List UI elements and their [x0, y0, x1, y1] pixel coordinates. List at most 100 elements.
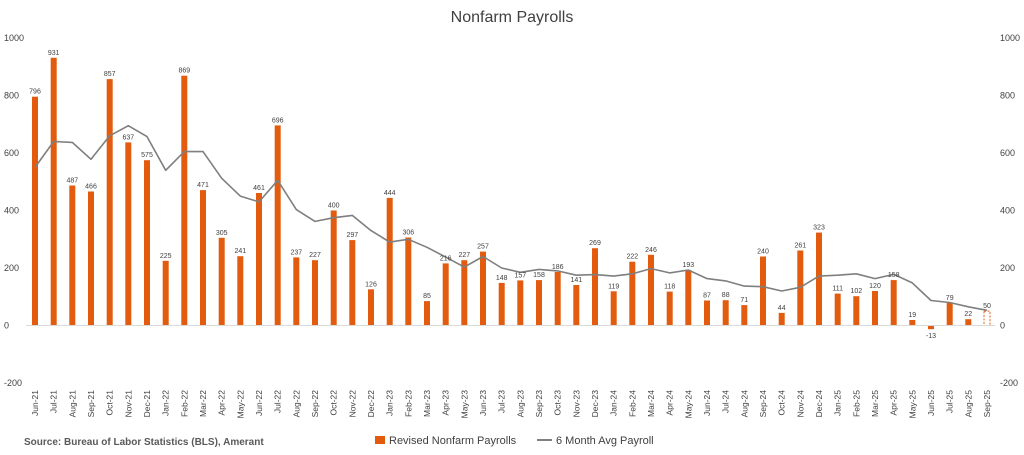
x-tick-label: Nov-21 [123, 390, 133, 418]
x-tick-label: Feb-25 [851, 390, 861, 417]
bar-Dec-22 [368, 289, 374, 326]
bar-Feb-25 [853, 296, 860, 326]
data-label: 22 [964, 311, 972, 318]
x-tick-label: Mar-23 [422, 390, 432, 417]
data-label: 148 [496, 275, 508, 282]
data-label: 444 [384, 190, 396, 197]
x-tick-label: Oct-24 [777, 390, 787, 416]
source-note: Source: Bureau of Labor Statistics (BLS)… [24, 437, 264, 448]
bar-Jul-23 [498, 282, 505, 326]
chart-title: Nonfarm Payrolls [451, 9, 574, 26]
x-tick-label: Jan-24 [609, 390, 619, 416]
x-tick-label: Apr-22 [217, 390, 227, 416]
x-tick-label: Dec-23 [590, 390, 600, 418]
x-tick-label: Apr-25 [889, 390, 899, 416]
bar-Feb-23 [405, 237, 412, 326]
data-label: 246 [645, 247, 657, 254]
data-label: 237 [290, 249, 302, 256]
bar-Sep-22 [312, 260, 318, 326]
left-y-tick-label: 0 [4, 321, 9, 331]
bar-Oct-24 [778, 312, 785, 326]
right-y-tick-label: 800 [1000, 91, 1015, 101]
x-tick-label: May-25 [907, 390, 917, 419]
bar-Jan-23 [386, 197, 393, 326]
x-tick-label: May-23 [459, 390, 469, 419]
data-label: 227 [458, 252, 470, 259]
bar-Sep-25 [983, 310, 991, 327]
data-label: 323 [813, 225, 825, 232]
bar-Mar-22 [200, 190, 206, 326]
data-label: 869 [178, 68, 190, 75]
bar-Mar-24 [648, 254, 654, 326]
data-label: 222 [626, 254, 638, 261]
data-label: 111 [832, 286, 843, 293]
left-y-tick-label: 800 [4, 91, 19, 101]
x-tick-label: Aug-25 [963, 390, 973, 418]
data-label: 50 [983, 303, 991, 310]
x-tick-label: Jul-22 [273, 390, 283, 413]
x-tick-label: Jun-21 [30, 390, 40, 416]
bar-Sep-23 [536, 280, 542, 326]
left-y-axis: -200 0 200 400 600 800 1000 [4, 33, 24, 388]
x-tick-label: Aug-22 [291, 390, 301, 418]
data-label: 120 [869, 283, 881, 290]
data-label: 575 [141, 152, 153, 159]
data-label: 186 [552, 264, 564, 271]
x-tick-label: Mar-22 [198, 390, 208, 417]
legend: Revised Nonfarm Payrolls 6 Month Avg Pay… [375, 435, 654, 447]
line-series [34, 124, 988, 312]
bar-Oct-22 [330, 210, 337, 326]
x-tick-label: Oct-23 [553, 390, 563, 416]
bar-Nov-21 [125, 142, 132, 326]
data-label: 931 [48, 50, 60, 57]
bar-Feb-24 [629, 261, 636, 326]
x-tick-label: Mar-24 [646, 390, 656, 417]
legend-bar-label: Revised Nonfarm Payrolls [389, 435, 517, 447]
right-y-tick-label: -200 [1000, 378, 1018, 388]
data-label: 461 [253, 185, 265, 192]
bar-Aug-25 [965, 319, 972, 326]
data-label: 306 [402, 230, 414, 237]
bar-Sep-24 [760, 256, 766, 326]
data-label: 261 [794, 243, 806, 250]
x-tick-label: May-24 [683, 390, 693, 419]
x-tick-label: Jan-23 [385, 390, 395, 416]
avg-payroll-line [34, 124, 988, 312]
x-tick-label: Jun-23 [478, 390, 488, 416]
bar-series [32, 57, 991, 330]
data-label: 471 [197, 182, 209, 189]
x-tick-label: Jul-25 [945, 390, 955, 413]
x-axis: Jun-21 Jul-21 Aug-21 Sep-21 Oct-21 Nov-21 Dec-… [30, 390, 992, 419]
bar-Mar-23 [424, 301, 430, 326]
data-label: 88 [722, 292, 730, 299]
x-tick-label: Dec-24 [814, 390, 824, 418]
bar-Jun-25 [928, 325, 934, 330]
bar-Jun-22 [256, 193, 262, 326]
legend-line-label: 6 Month Avg Payroll [556, 435, 654, 447]
bar-Oct-23 [554, 272, 561, 326]
x-tick-label: Jan-22 [161, 390, 171, 416]
left-y-tick-label: 400 [4, 206, 19, 216]
bar-Dec-24 [816, 232, 822, 326]
bar-Jun-24 [704, 300, 710, 326]
bar-Jun-21 [32, 96, 38, 326]
bar-Jul-24 [722, 300, 729, 326]
data-label: 193 [682, 262, 694, 269]
bar-Jan-24 [610, 291, 617, 326]
bar-Jun-23 [480, 251, 486, 326]
data-label: 637 [122, 134, 134, 141]
bar-Sep-21 [88, 191, 94, 326]
data-label: 79 [946, 295, 954, 302]
x-tick-label: Dec-22 [366, 390, 376, 418]
bar-Jul-25 [946, 302, 953, 326]
data-label: 71 [740, 297, 748, 304]
data-label: 269 [589, 240, 601, 247]
x-tick-label: Sep-22 [310, 390, 320, 418]
x-tick-label: Jul-23 [497, 390, 507, 413]
data-label: 158 [533, 272, 545, 279]
x-tick-label: Feb-24 [627, 390, 637, 417]
right-y-tick-label: 400 [1000, 206, 1015, 216]
data-label: 126 [365, 281, 377, 288]
bar-Oct-21 [106, 79, 113, 326]
